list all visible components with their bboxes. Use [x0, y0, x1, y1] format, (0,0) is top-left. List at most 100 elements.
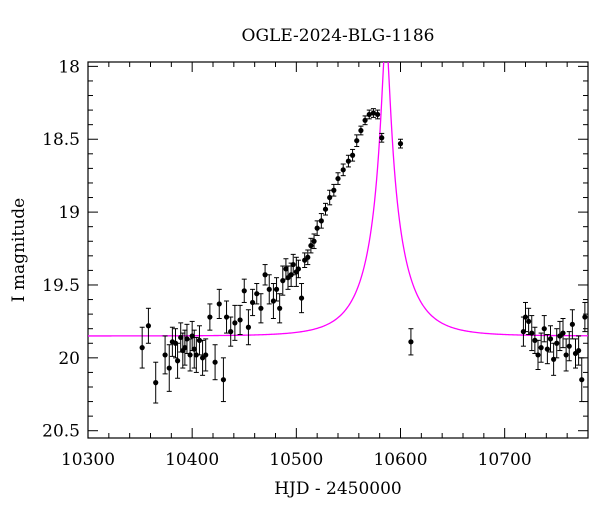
- data-point: [557, 320, 563, 352]
- data-marker: [554, 340, 560, 346]
- data-point: [362, 115, 368, 126]
- data-point: [311, 233, 317, 250]
- data-point: [258, 293, 264, 324]
- y-tick-label: 18: [58, 57, 80, 77]
- data-point: [572, 338, 579, 369]
- data-marker: [408, 339, 414, 345]
- data-point: [370, 108, 377, 118]
- data-point: [193, 336, 199, 373]
- data-point: [327, 189, 333, 206]
- data-point: [379, 132, 385, 143]
- data-point: [569, 309, 575, 340]
- data-point: [245, 309, 252, 346]
- data-point: [547, 325, 554, 353]
- data-marker: [262, 272, 268, 278]
- data-marker: [196, 337, 203, 343]
- data-marker: [579, 377, 585, 383]
- y-tick-label: 19: [58, 203, 80, 223]
- data-marker: [311, 238, 317, 244]
- data-point: [254, 283, 260, 305]
- data-point: [340, 163, 346, 177]
- data-point: [277, 293, 283, 324]
- data-point: [535, 339, 541, 371]
- plot-frame: [87, 61, 589, 439]
- x-tick-label: 10600: [373, 450, 427, 470]
- data-marker: [184, 336, 190, 342]
- data-point: [397, 138, 404, 149]
- data-point: [318, 213, 324, 229]
- data-marker: [193, 352, 199, 358]
- data-marker: [529, 330, 535, 336]
- data-point: [249, 288, 256, 317]
- data-point: [563, 338, 569, 372]
- data-point: [408, 328, 414, 356]
- data-point: [139, 326, 145, 369]
- data-point: [166, 344, 172, 392]
- chart-title: OGLE-2024-BLG-1186: [242, 26, 435, 46]
- data-point: [191, 329, 197, 369]
- y-tick-label: 20.5: [42, 422, 80, 442]
- y-axis: 18 18.5 19 19.5 20 20.5: [42, 57, 588, 442]
- data-point: [207, 303, 213, 331]
- data-marker: [232, 320, 238, 326]
- data-marker: [166, 365, 172, 371]
- data-marker: [314, 225, 320, 231]
- data-marker: [153, 380, 159, 386]
- data-marker: [187, 352, 193, 358]
- data-point: [305, 249, 311, 266]
- y-axis-label: I magnitude: [9, 198, 29, 302]
- data-point: [302, 252, 308, 268]
- data-marker: [358, 127, 364, 134]
- data-marker: [538, 345, 544, 351]
- data-point: [199, 339, 206, 376]
- data-marker: [526, 318, 532, 325]
- data-marker: [277, 305, 283, 311]
- data-point: [262, 264, 268, 286]
- data-marker: [318, 218, 324, 224]
- data-point: [538, 332, 544, 363]
- data-marker: [216, 301, 222, 307]
- data-marker: [162, 352, 168, 358]
- model-curve: [88, 62, 588, 337]
- data-marker: [254, 291, 260, 297]
- data-point: [554, 328, 560, 359]
- data-marker: [345, 158, 352, 164]
- data-point: [273, 277, 280, 302]
- data-marker: [189, 333, 195, 339]
- data-marker: [354, 138, 360, 144]
- data-marker: [544, 346, 550, 352]
- data-point: [522, 301, 529, 333]
- data-marker: [327, 194, 333, 201]
- data-marker: [322, 206, 329, 212]
- data-marker: [340, 167, 346, 173]
- data-marker: [245, 324, 252, 330]
- data-point: [216, 288, 222, 319]
- data-marker: [335, 175, 341, 182]
- data-point: [331, 183, 337, 197]
- data-marker: [212, 359, 218, 365]
- data-marker: [349, 152, 356, 158]
- data-marker: [249, 299, 256, 306]
- data-point: [322, 202, 329, 216]
- data-point: [241, 278, 247, 303]
- data-marker: [397, 141, 404, 147]
- data-point: [579, 357, 585, 403]
- data-point: [270, 283, 277, 319]
- data-marker: [228, 329, 234, 335]
- data-point: [174, 342, 181, 379]
- data-marker: [366, 111, 372, 118]
- y-tick-label: 19.5: [42, 276, 80, 296]
- data-marker: [182, 345, 188, 351]
- data-marker: [535, 352, 541, 358]
- data-point: [566, 331, 572, 362]
- data-point: [162, 335, 168, 375]
- data-marker: [560, 330, 566, 336]
- data-marker: [576, 347, 582, 354]
- data-point: [541, 315, 547, 343]
- data-point: [298, 283, 305, 314]
- data-point: [582, 301, 588, 333]
- data-marker: [541, 326, 547, 332]
- data-point: [354, 134, 360, 148]
- data-point: [576, 335, 582, 366]
- data-points: [139, 108, 588, 404]
